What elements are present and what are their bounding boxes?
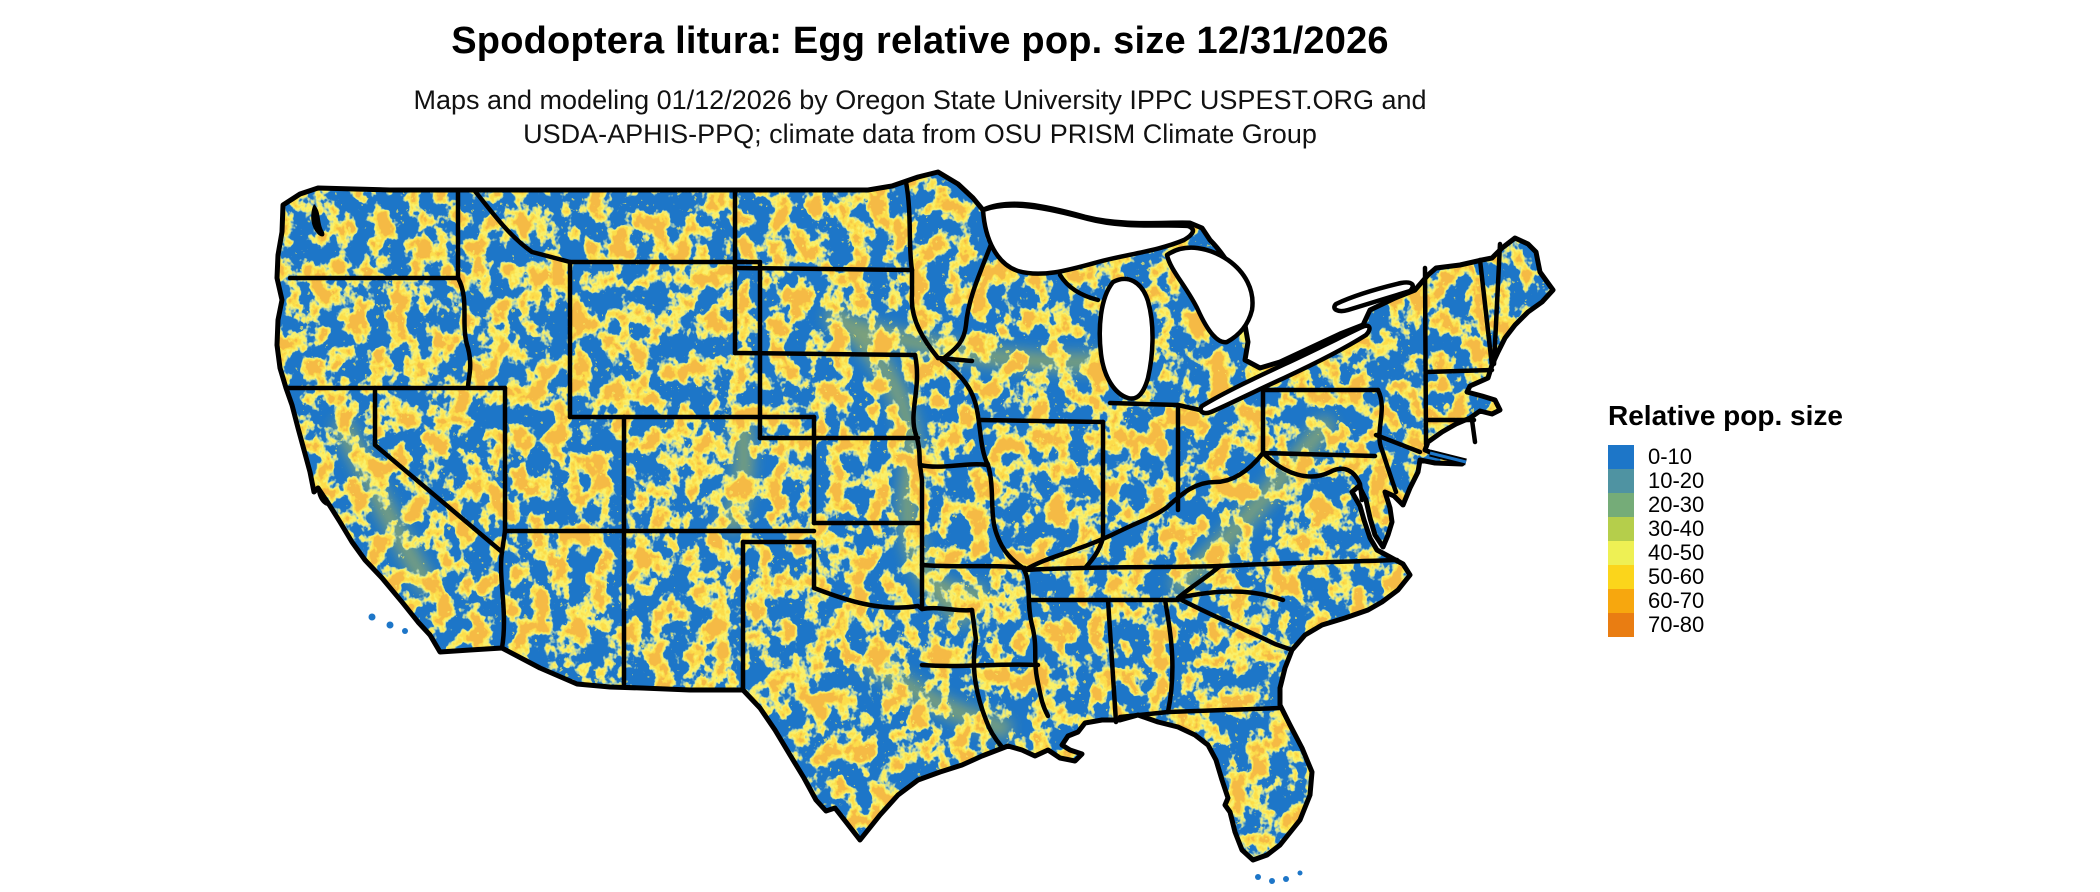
subtitle-line-2: USDA-APHIS-PPQ; climate data from OSU PR…	[523, 119, 1317, 149]
national-boundary	[274, 169, 1556, 863]
legend-label: 60-70	[1648, 588, 1705, 613]
legend-label: 50-60	[1648, 564, 1705, 589]
legend-item: 0-10	[1608, 445, 1888, 469]
long-island	[1429, 451, 1467, 464]
legend-label: 10-20	[1648, 468, 1705, 493]
channel-islands	[368, 613, 408, 634]
puget-sound	[311, 204, 325, 237]
legend-item: 40-50	[1608, 541, 1888, 565]
legend-label: 20-30	[1648, 492, 1705, 517]
lake-superior	[980, 203, 1196, 276]
legend-item: 10-20	[1608, 469, 1888, 493]
great-lakes	[980, 203, 1415, 416]
legend-label: 30-40	[1648, 516, 1705, 541]
lake-erie	[1198, 323, 1372, 416]
coastal-details	[311, 204, 1467, 884]
legend-swatch	[1608, 493, 1634, 517]
legend: Relative pop. size 0-10 10-20 20-30 30-4…	[1608, 400, 1888, 637]
state-borders	[283, 179, 1503, 750]
lake-ontario	[1332, 280, 1415, 314]
lake-huron	[1164, 245, 1255, 345]
legend-swatch	[1608, 541, 1634, 565]
legend-item: 70-80	[1608, 613, 1888, 637]
legend-label: 40-50	[1648, 540, 1705, 565]
lake-michigan	[1097, 276, 1155, 401]
legend-swatch	[1608, 565, 1634, 589]
legend-swatch	[1608, 517, 1634, 541]
page-title: Spodoptera litura: Egg relative pop. siz…	[451, 20, 1389, 62]
legend-swatch	[1608, 589, 1634, 613]
legend-label: 70-80	[1648, 612, 1705, 637]
legend-item: 60-70	[1608, 589, 1888, 613]
sf-bay	[317, 486, 327, 506]
legend-item: 50-60	[1608, 565, 1888, 589]
legend-label: 0-10	[1648, 444, 1693, 469]
us-population-map	[270, 120, 1570, 892]
legend-swatch	[1608, 613, 1634, 637]
subtitle-line-1: Maps and modeling 01/12/2026 by Oregon S…	[413, 85, 1427, 115]
florida-keys	[1255, 870, 1303, 884]
legend-item: 20-30	[1608, 493, 1888, 517]
legend-swatch	[1608, 469, 1634, 493]
legend-swatch	[1608, 445, 1634, 469]
subtitle: Maps and modeling 01/12/2026 by Oregon S…	[0, 83, 1840, 151]
us-map-svg	[274, 169, 1556, 884]
header: Spodoptera litura: Egg relative pop. siz…	[0, 0, 1840, 151]
legend-title: Relative pop. size	[1608, 400, 1843, 431]
legend-item: 30-40	[1608, 517, 1888, 541]
